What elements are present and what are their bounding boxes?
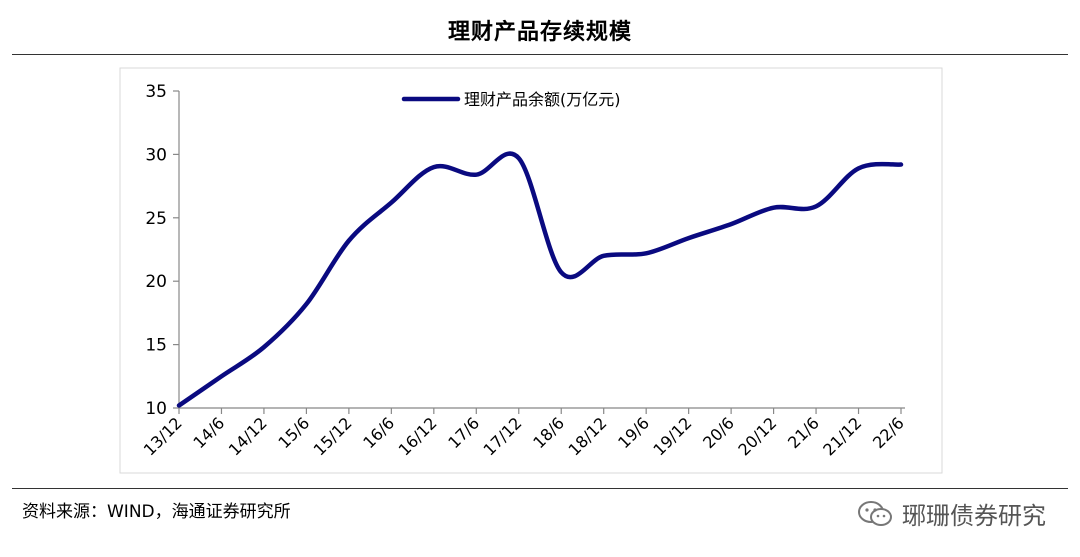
series-line	[176, 151, 904, 408]
y-tick-label: 20	[145, 272, 167, 292]
source-note: 资料来源：WIND，海通证券研究所	[22, 502, 291, 522]
watermark-text: 琊珊债券研究	[902, 502, 1046, 530]
y-tick-label: 25	[145, 209, 167, 229]
legend-label: 理财产品余额(万亿元)	[464, 90, 621, 109]
y-tick-label: 30	[145, 145, 167, 165]
top-divider	[12, 54, 1068, 55]
wechat-icon	[858, 500, 892, 526]
legend: 理财产品余额(万亿元)	[401, 90, 621, 109]
bottom-divider	[12, 488, 1068, 489]
watermark: 琊珊债券研究	[856, 496, 1046, 531]
page-title: 理财产品存续规模	[447, 20, 632, 45]
y-axis: 10 15 20 25 30 35	[145, 82, 180, 419]
y-tick-label: 15	[145, 336, 167, 356]
plot-frame	[119, 67, 943, 474]
y-tick-label: 35	[145, 82, 167, 102]
series-layer	[176, 151, 904, 408]
y-tick-label: 10	[145, 399, 167, 419]
